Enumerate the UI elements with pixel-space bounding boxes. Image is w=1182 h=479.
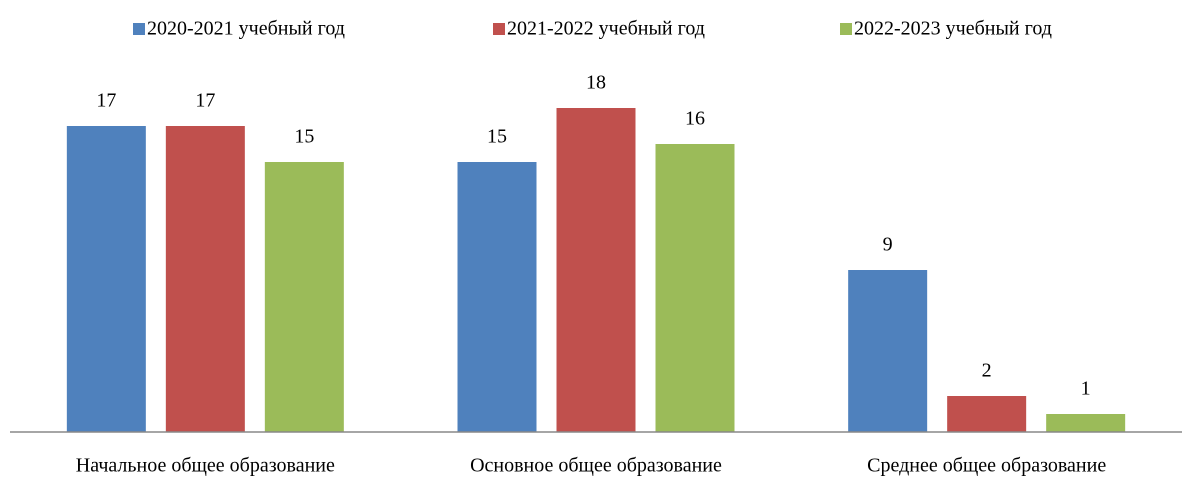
- data-label: 15: [487, 126, 507, 148]
- bar: [556, 108, 636, 432]
- legend-label: 2022-2023 учебный год: [854, 18, 1052, 40]
- data-label: 15: [294, 126, 314, 148]
- bar: [66, 126, 146, 432]
- bar: [655, 144, 735, 432]
- bar: [1046, 414, 1126, 432]
- legend-label: 2020-2021 учебный год: [147, 18, 345, 40]
- legend-swatch: [840, 23, 852, 35]
- legend-swatch: [133, 23, 145, 35]
- data-label: 18: [586, 72, 606, 94]
- data-label: 9: [883, 234, 893, 256]
- bar: [165, 126, 245, 432]
- data-label: 17: [96, 90, 116, 112]
- legend-label: 2021-2022 учебный год: [507, 18, 705, 40]
- x-tick-label: Основное общее образование: [470, 455, 722, 477]
- x-tick-label: Начальное общее образование: [76, 455, 335, 477]
- legend-swatch: [493, 23, 505, 35]
- bar: [947, 396, 1027, 432]
- bar: [848, 270, 928, 432]
- data-label: 1: [1081, 378, 1091, 400]
- bar: [264, 162, 344, 432]
- x-tick-label: Среднее общее образование: [867, 455, 1106, 477]
- data-label: 16: [685, 108, 705, 130]
- data-label: 2: [982, 360, 992, 382]
- bar: [457, 162, 537, 432]
- data-label: 17: [195, 90, 215, 112]
